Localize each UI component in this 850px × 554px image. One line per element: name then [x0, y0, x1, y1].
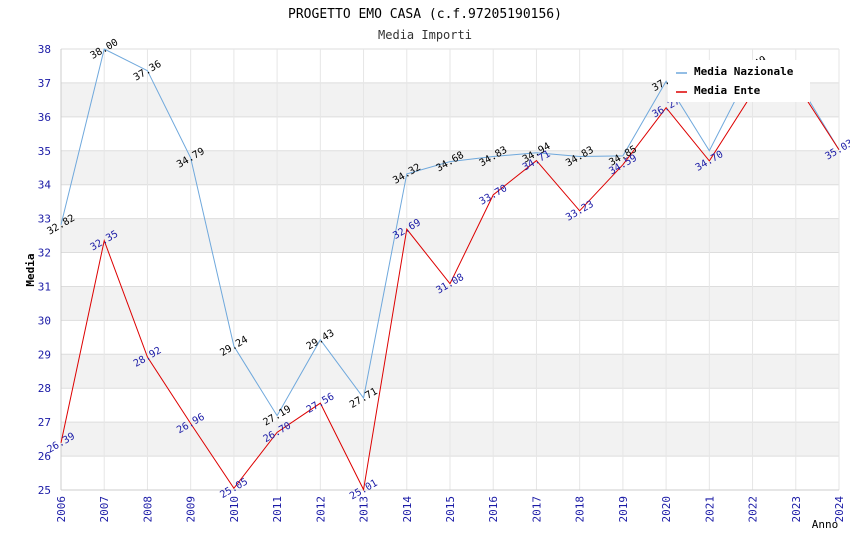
- x-tick-label: 2006: [55, 496, 68, 523]
- x-tick-label: 2015: [444, 496, 457, 523]
- legend: Media Nazionale Media Ente: [668, 60, 810, 102]
- y-tick-label: 31: [38, 280, 51, 293]
- x-tick-label: 2007: [98, 496, 111, 523]
- y-tick-label: 37: [38, 77, 51, 90]
- series-line-media-nazionale: [60, 48, 840, 417]
- x-tick-label: 2024: [833, 496, 846, 523]
- chart-subtitle: Media Importi: [378, 28, 472, 42]
- x-tick-label: 2022: [747, 496, 760, 523]
- x-tick-label: 2008: [141, 496, 154, 523]
- y-axis-label: Media: [24, 253, 37, 286]
- x-tick-label: 2021: [703, 496, 716, 523]
- y-tick-label: 29: [38, 348, 51, 361]
- x-tick-label: 2018: [574, 496, 587, 523]
- x-tick-label: 2014: [401, 496, 414, 523]
- x-tick-label: 2023: [790, 496, 803, 523]
- x-axis-label: Anno: [812, 518, 839, 531]
- y-tick-label: 25: [38, 484, 51, 497]
- x-tick-labels: 2006 2007 2008 2009 2010 2011 2012 2013 2014 2015…: [55, 496, 846, 523]
- legend-label-media-nazionale: Media Nazionale: [694, 65, 794, 78]
- series-line-media-ente: [60, 82, 840, 492]
- y-tick-labels: 25 26 27 28 29 30 31 32 33 34 35 36 37 38: [38, 43, 52, 497]
- x-tick-label: 2019: [617, 496, 630, 523]
- y-tick-label: 35: [38, 145, 51, 158]
- chart-title: PROGETTO EMO CASA (c.f.97205190156): [288, 7, 562, 22]
- y-tick-label: 27: [38, 416, 51, 429]
- y-tick-label: 30: [38, 314, 51, 327]
- y-tick-label: 32: [38, 247, 51, 260]
- x-tick-label: 2016: [487, 496, 500, 523]
- x-tick-label: 2011: [271, 496, 284, 523]
- legend-box: [668, 60, 810, 102]
- x-tick-label: 2013: [358, 496, 371, 523]
- x-tick-label: 2020: [660, 496, 673, 523]
- y-tick-label: 33: [38, 213, 51, 226]
- x-tick-label: 2017: [530, 496, 543, 523]
- legend-label-media-ente: Media Ente: [694, 84, 761, 97]
- x-tick-label: 2009: [185, 496, 198, 523]
- series-lines: [60, 48, 840, 492]
- x-tick-label: 2012: [314, 496, 327, 523]
- y-tick-label: 26: [38, 450, 51, 463]
- x-tick-label: 2010: [228, 496, 241, 523]
- y-tick-label: 28: [38, 382, 51, 395]
- y-tick-label: 38: [38, 43, 51, 56]
- y-tick-label: 34: [38, 179, 52, 192]
- y-tick-label: 36: [38, 111, 51, 124]
- axes: [60, 49, 839, 491]
